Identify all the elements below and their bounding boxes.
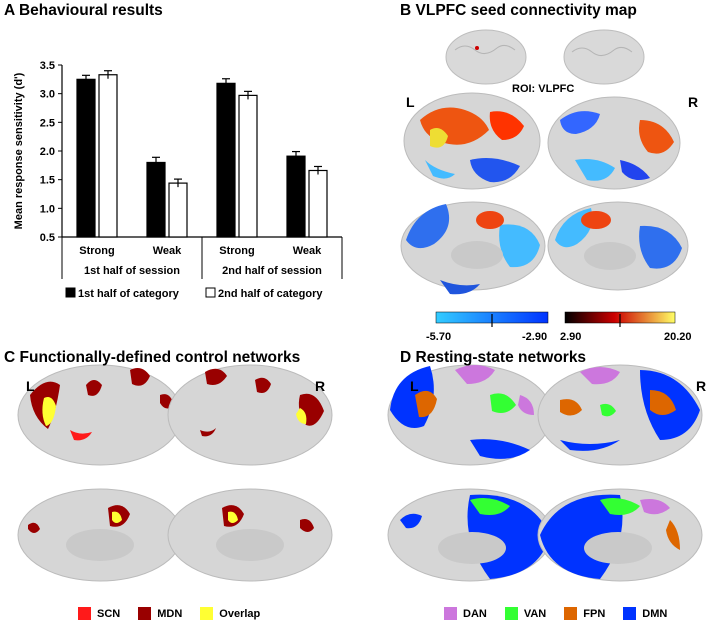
legend-label-0: 1st half of category	[78, 288, 180, 300]
panel-b-title: B VLPFC seed connectivity map	[400, 2, 637, 20]
b-lateral-left-brain	[403, 92, 541, 190]
c-left-label: L	[26, 378, 35, 394]
panel-b-heading: VLPFC seed connectivity map	[415, 2, 637, 19]
legend-item-van: VAN	[504, 607, 547, 620]
legend-label: Overlap	[219, 607, 261, 620]
legend-swatch	[444, 607, 457, 620]
d-right-label: R	[696, 378, 707, 394]
pos-colorbar-min: 2.90	[560, 331, 582, 343]
legend-label-1: 2nd half of category	[218, 288, 323, 300]
group-label: 2nd half of session	[222, 265, 322, 277]
roi-label: ROI: VLPFC	[512, 83, 575, 95]
y-tick-label: 1.0	[40, 203, 55, 215]
panel-a-title: A Behavioural results	[4, 2, 163, 20]
y-tick-label: 0.5	[40, 232, 55, 244]
c-medial-left-brain	[17, 488, 183, 582]
c-medial-right-brain	[167, 488, 333, 582]
panel-b-letter: B	[400, 2, 412, 19]
legend-item-dan: DAN	[444, 607, 487, 620]
c-lateral-right-brain	[167, 364, 333, 466]
panel-d-heading: Resting-state networks	[415, 349, 587, 366]
legend-swatch	[78, 607, 91, 620]
panel-d-letter: D	[400, 349, 412, 366]
legend-item-overlap: Overlap	[200, 607, 260, 620]
panel-c-letter: C	[4, 349, 16, 366]
seed-brain-right	[563, 29, 645, 85]
c-lateral-left-brain	[17, 364, 183, 466]
legend-swatch	[138, 607, 152, 620]
c-right-label: R	[315, 378, 326, 394]
d-medial-left-brain	[387, 488, 553, 582]
d-left-label: L	[410, 378, 419, 394]
legend-swatch	[504, 607, 518, 620]
neg-colorbar-min: -5.70	[426, 331, 452, 343]
category-label: Strong	[219, 245, 254, 257]
panel-a-letter: A	[4, 2, 15, 19]
y-tick-label: 3.0	[40, 89, 55, 101]
d-medial-right-brain	[537, 488, 703, 582]
legend-item-fpn: FPN	[564, 607, 605, 620]
legend-label: VAN	[523, 607, 547, 620]
pos-colorbar-max: 20.20	[664, 331, 692, 343]
b-medial-left-brain	[400, 201, 546, 295]
y-tick-label: 1.5	[40, 175, 55, 187]
legend-item-mdn: MDN	[138, 607, 182, 620]
bar-chart: 0.5 1.0 1.5 2.0 2.5 3.0 3.5 Mean response sensi…	[13, 60, 343, 300]
b-left-label: L	[406, 94, 415, 110]
legend-swatch	[564, 607, 578, 620]
legend-label: DAN	[463, 607, 487, 620]
y-tick-label: 2.5	[40, 117, 55, 129]
panel-c-title: C Functionally-defined control networks	[4, 349, 300, 367]
legend-item-dmn: DMN	[623, 607, 667, 620]
y-axis-label: Mean response sensitivity (d')	[13, 72, 25, 229]
b-right-label: R	[688, 94, 699, 110]
category-label: Weak	[153, 245, 182, 257]
legend-label: MDN	[157, 607, 183, 620]
panel-d-title: D Resting-state networks	[400, 349, 586, 367]
panel-c-heading: Functionally-defined control networks	[19, 349, 301, 366]
neg-colorbar-max: -2.90	[522, 331, 548, 343]
b-medial-right-brain	[547, 201, 689, 291]
legend-swatch-0	[65, 287, 76, 298]
legend-swatch	[200, 607, 214, 620]
c-legend: SCN MDN Overlap	[78, 607, 278, 620]
seed-brain-left	[445, 29, 527, 85]
d-lateral-right-brain	[537, 364, 703, 466]
category-label: Weak	[293, 245, 322, 257]
legend-swatch	[623, 607, 637, 620]
legend-swatch-1	[205, 287, 216, 298]
d-lateral-left-brain	[387, 364, 553, 466]
legend-label: FPN	[583, 607, 606, 620]
y-tick-label: 3.5	[40, 60, 55, 72]
b-lateral-right-brain	[547, 96, 681, 190]
legend-label: DMN	[642, 607, 668, 620]
y-tick-label: 2.0	[40, 146, 55, 158]
group-label: 1st half of session	[84, 265, 180, 277]
legend-item-scn: SCN	[78, 607, 120, 620]
legend-label: SCN	[97, 607, 121, 620]
category-label: Strong	[79, 245, 114, 257]
d-legend: DAN VAN FPN DMN	[444, 607, 685, 620]
panel-a-heading: Behavioural results	[18, 2, 163, 19]
